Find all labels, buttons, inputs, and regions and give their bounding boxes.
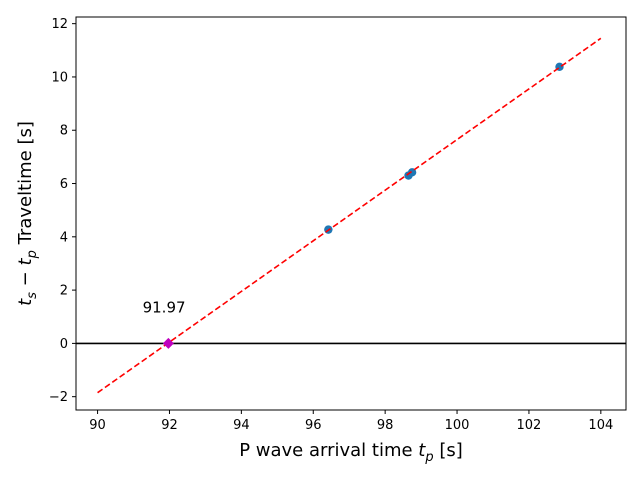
x-tick-label: 102 [517, 418, 542, 433]
x-tick-label: 104 [588, 418, 613, 433]
x-tick-label: 100 [445, 418, 470, 433]
y-axis-label-var: t [15, 257, 36, 265]
x-axis-label: P wave arrival time tp [s] [239, 440, 463, 465]
intercept-marker [162, 337, 174, 349]
x-axis-label-sub: p [424, 450, 433, 465]
y-tick-label: 6 [60, 177, 68, 192]
y-tick-label: 12 [51, 17, 68, 32]
y-axis-label-text: Traveltime [s] [15, 121, 36, 245]
intercept-annotation: 91.97 [143, 299, 186, 317]
x-tick-label: 96 [305, 418, 322, 433]
y-tick-label: 10 [51, 70, 68, 85]
x-tick-label: 98 [377, 418, 394, 433]
x-tick-label: 94 [233, 418, 250, 433]
y-axis-label: ts​ − tp​ Traveltime [s] [15, 121, 40, 306]
y-axis-label-op: − [15, 271, 36, 286]
y-tick-label: 2 [60, 284, 68, 299]
plot-content [76, 37, 626, 394]
y-tick-label: 4 [60, 230, 68, 245]
plot-area: 91.97 [76, 37, 626, 394]
data-point [407, 168, 417, 177]
y-tick-label: −2 [49, 390, 68, 405]
x-axis-label-var: t [418, 440, 426, 461]
y-tick-label: 8 [60, 124, 68, 139]
y-axis-label-sub: s [25, 292, 40, 299]
x-axis-label-text: P wave arrival time [239, 440, 412, 461]
axes: 90 92 94 96 98 100 102 104 −2 0 2 4 6 8 10 12 P wave arr… [15, 16, 627, 465]
x-tick-label: 90 [89, 418, 106, 433]
y-axis-label-sub: p [25, 250, 40, 259]
fit-line [97, 37, 602, 394]
x-axis-label-unit: [s] [439, 440, 462, 461]
y-axis-label-var: t [15, 298, 36, 306]
axes-frame [75, 16, 627, 411]
y-tick-label: 0 [60, 337, 68, 352]
x-tick-label: 92 [161, 418, 178, 433]
